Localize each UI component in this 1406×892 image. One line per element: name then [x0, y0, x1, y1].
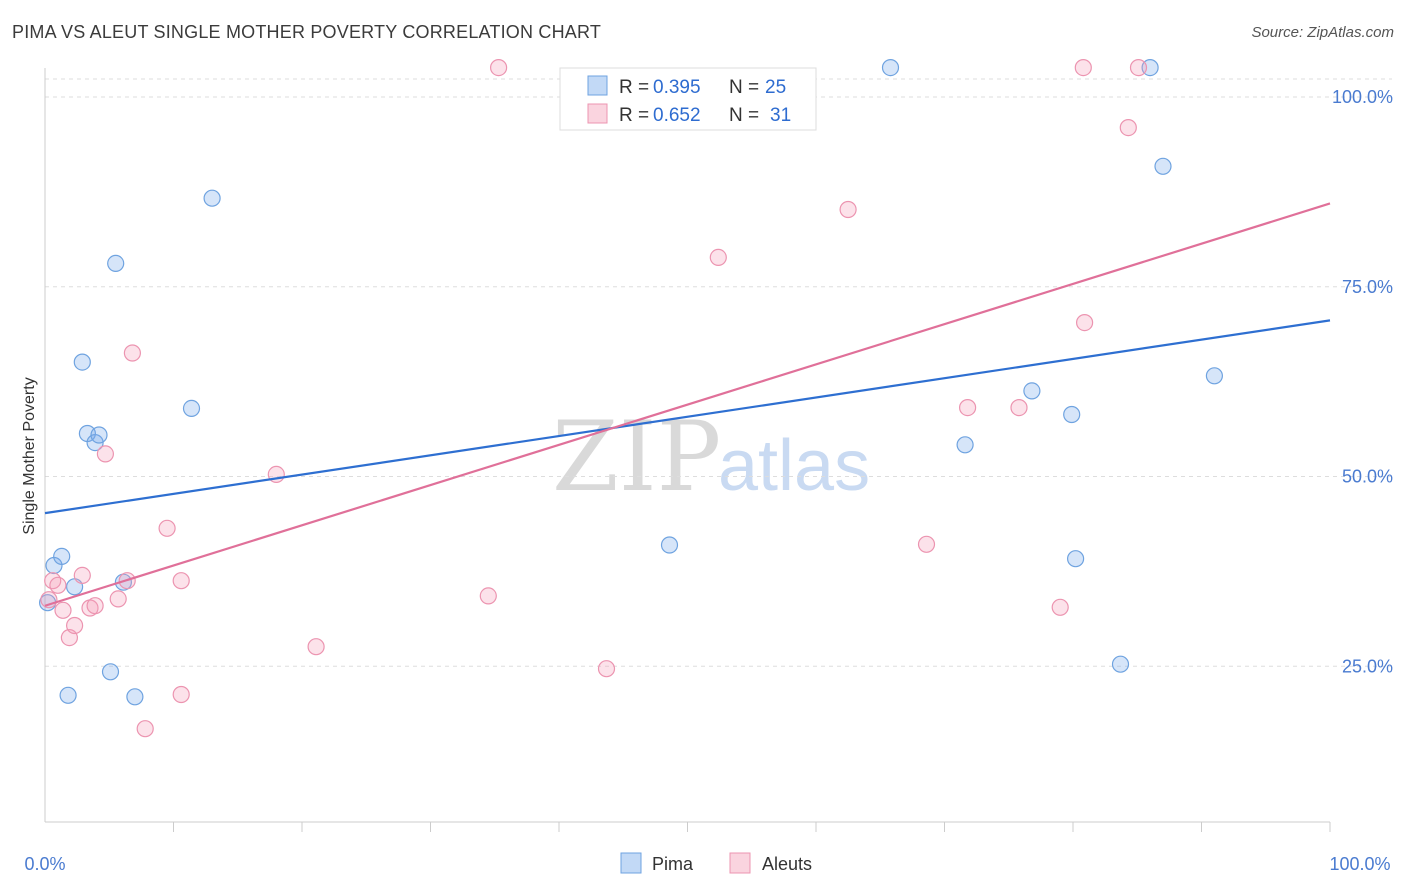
pima-point	[203, 189, 221, 207]
aleut-point	[44, 572, 62, 590]
y-tick-labels: 25.0% 50.0% 75.0% 100.0%	[1332, 87, 1393, 676]
legend-aleuts-n-value: 31	[770, 105, 791, 126]
legend-box	[559, 67, 817, 131]
trend-lines	[44, 202, 1331, 607]
pima-point	[1154, 157, 1172, 175]
y-tick-label: 25.0%	[1342, 656, 1393, 676]
pima-point	[107, 254, 125, 272]
pima-point	[53, 547, 71, 566]
data-points	[38, 58, 1224, 738]
aleut-point	[123, 344, 141, 362]
aleut-trend-line	[44, 202, 1331, 607]
x-tick-label-max: 100.0%	[1329, 854, 1390, 874]
aleut-point	[1051, 598, 1069, 616]
y-tick-label: 50.0%	[1342, 467, 1393, 487]
aleut-point	[65, 616, 84, 635]
aleut-point	[958, 399, 977, 417]
aleut-point	[172, 685, 190, 704]
pima-point	[1066, 550, 1085, 568]
watermark-atlas: atlas	[718, 426, 870, 506]
aleut-point	[109, 590, 127, 608]
pima-point	[59, 686, 77, 704]
aleut-point	[1119, 118, 1137, 137]
legend-pima-r-value: 0.395	[653, 77, 701, 98]
aleut-point	[172, 572, 190, 590]
y-tick-label: 75.0%	[1342, 277, 1393, 297]
legend: R = 0.395 N = 25 R = 0.652 N = 31	[559, 67, 817, 131]
pima-point	[1063, 405, 1081, 424]
pima-point	[660, 536, 679, 554]
aleut-point	[1129, 58, 1148, 77]
bottom-legend-swatch-pima	[620, 852, 642, 874]
aleut-point	[1074, 58, 1092, 77]
aleut-point	[479, 587, 497, 605]
x-tick-label-min: 0.0%	[24, 854, 65, 874]
legend-aleuts-r-value: 0.652	[653, 105, 701, 126]
aleut-point	[1010, 399, 1028, 417]
aleut-point	[307, 638, 325, 656]
aleut-point	[1075, 314, 1094, 332]
legend-swatch-aleuts	[587, 103, 608, 124]
grid	[45, 78, 1392, 667]
aleut-point	[597, 660, 616, 678]
legend-pima-n-value: 25	[765, 77, 786, 98]
legend-pima-r-label: R =	[619, 77, 649, 98]
y-tick-label: 100.0%	[1332, 87, 1393, 107]
bottom-legend-label-aleuts: Aleuts	[762, 854, 812, 874]
pima-point	[1023, 382, 1041, 400]
legend-aleuts-n-label: N =	[729, 105, 759, 126]
aleut-point	[73, 566, 91, 585]
aleut-point	[158, 519, 176, 537]
aleut-point	[490, 58, 508, 77]
pima-trend-line	[44, 319, 1331, 515]
pima-point	[182, 399, 201, 417]
aleut-point	[86, 597, 104, 615]
pima-point	[73, 353, 91, 371]
pima-point	[956, 436, 974, 454]
aleut-point	[839, 200, 857, 219]
aleut-point	[54, 601, 72, 619]
pima-point	[90, 426, 108, 444]
legend-pima-n-label: N =	[729, 77, 759, 98]
aleut-point	[136, 720, 154, 738]
aleut-point	[96, 445, 115, 463]
bottom-legend-label-pima: Pima	[652, 854, 694, 874]
chart-source: Source: ZipAtlas.com	[1251, 24, 1394, 41]
legend-swatch-pima	[587, 75, 608, 96]
legend-aleuts-r-label: R =	[619, 105, 649, 126]
pima-point	[881, 58, 900, 77]
x-ticks	[173, 822, 1331, 832]
pima-point	[1205, 367, 1224, 385]
aleut-point	[709, 248, 727, 266]
pima-point	[126, 688, 144, 706]
bottom-legend: Pima Aleuts	[620, 852, 812, 874]
watermark: ZIP atlas	[552, 401, 870, 513]
aleut-point	[917, 535, 936, 553]
bottom-legend-swatch-aleuts	[729, 852, 751, 874]
aleut-point	[49, 576, 67, 594]
watermark-zip: ZIP	[552, 401, 721, 513]
chart-title: PIMA VS ALEUT SINGLE MOTHER POVERTY CORR…	[12, 22, 602, 42]
pima-point	[101, 663, 120, 681]
y-axis-label: Single Mother Poverty	[21, 377, 38, 534]
pima-point	[1111, 655, 1130, 673]
